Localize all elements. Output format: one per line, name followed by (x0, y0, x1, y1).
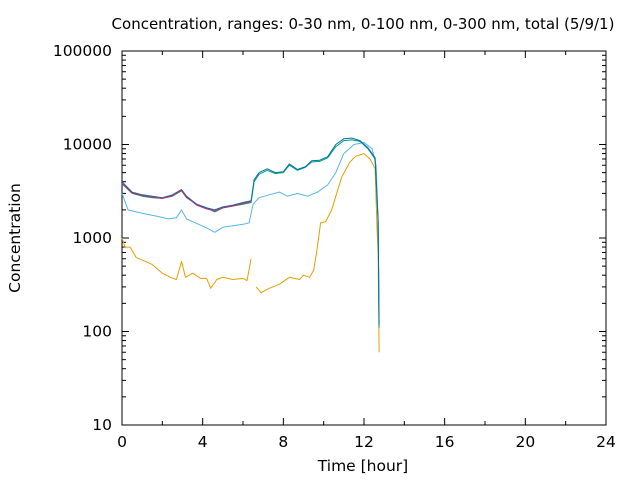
tick-group: 0 4 8 12 16 20 24 10 100 1000 10000 100000 (53, 42, 616, 451)
series-2-line (121, 142, 380, 316)
x-axis-label: Time [hour] (317, 457, 408, 475)
plot-frame (121, 50, 607, 426)
y-axis-label: Concentration (6, 183, 24, 293)
x-tick-label: 4 (198, 433, 208, 451)
x-tick-label: 0 (117, 433, 127, 451)
y-tick-label: 100000 (53, 42, 112, 60)
series-1-line (255, 153, 380, 353)
y-tick-label: 1000 (73, 229, 112, 247)
y-tick-label: 10 (92, 416, 112, 434)
x-tick-label: 8 (278, 433, 288, 451)
x-tick-label: 12 (354, 433, 374, 451)
series-5-line (121, 182, 252, 212)
series-4-line (121, 137, 380, 325)
y-tick-label: 10000 (63, 136, 112, 154)
y-tick-label: 100 (82, 323, 112, 341)
x-tick-label: 20 (515, 433, 535, 451)
series-3-line (121, 139, 380, 328)
series-1-line (121, 237, 252, 289)
x-tick-label: 24 (596, 433, 616, 451)
x-tick-label: 16 (435, 433, 455, 451)
series-group (121, 137, 380, 353)
chart-title: Concentration, ranges: 0-30 nm, 0-100 nm… (112, 15, 615, 33)
